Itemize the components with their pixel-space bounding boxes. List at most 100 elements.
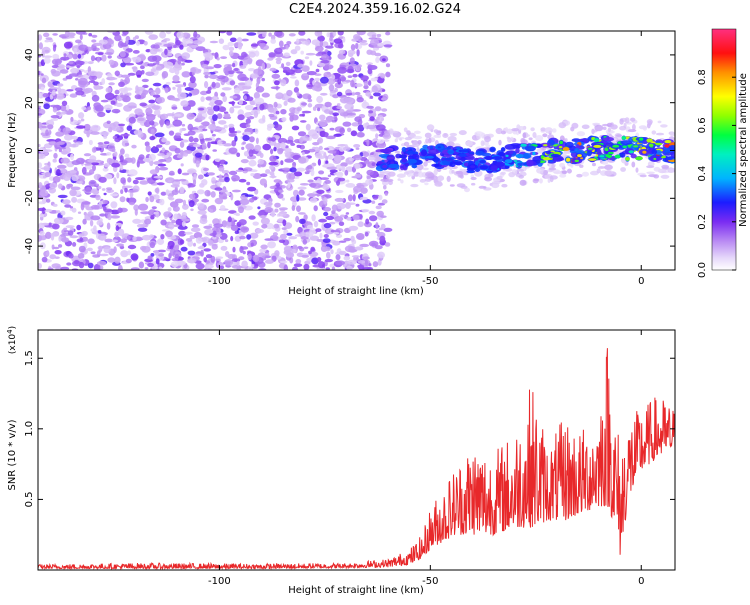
- spectrogram-noise-cell: [200, 96, 205, 102]
- spectrogram-noise-cell: [220, 205, 226, 211]
- spectrogram-noise-cell: [324, 246, 331, 252]
- spectrogram-x-ticks: -100 -50 0: [208, 31, 644, 287]
- spectrogram-noise-cell: [111, 126, 121, 132]
- spectrogram-noise-cell: [308, 250, 312, 255]
- spectrogram-noise-cell: [356, 65, 361, 72]
- spectrogram-noise-cell: [77, 50, 83, 55]
- spectrogram-noise-cell: [259, 248, 267, 253]
- spectrogram-noise-cell: [227, 41, 234, 47]
- spectrogram-noise-cell: [111, 147, 116, 153]
- spectrogram-noise-cell: [115, 102, 123, 107]
- spectrogram-halo-cell: [552, 169, 561, 174]
- spectrogram-noise-cell: [38, 34, 43, 41]
- spectrogram-track-cell: [651, 149, 658, 155]
- spectrogram-noise-cell: [119, 155, 124, 163]
- spectrogram-noise-cell: [310, 169, 315, 177]
- spectrogram-noise-cell: [247, 253, 252, 261]
- spectrogram-noise-cell: [311, 86, 317, 91]
- spectrogram-noise-cell: [309, 60, 313, 66]
- spectrogram-halo-cell: [619, 118, 624, 125]
- spectrogram-noise-cell: [117, 41, 124, 48]
- spectrogram-noise-cell: [128, 116, 136, 124]
- spectrogram-noise-cell: [249, 73, 259, 79]
- spectrogram-noise-cell: [38, 263, 42, 269]
- colorbar-ticks: 0.0 0.2 0.4 0.6 0.8: [697, 69, 736, 278]
- spectrogram-noise-cell: [233, 68, 239, 72]
- spectrogram-noise-cell: [175, 132, 182, 137]
- spectrogram-noise-cell: [375, 229, 380, 234]
- spectrogram-noise-cell: [311, 214, 316, 222]
- spectrogram-noise-cell: [378, 194, 383, 201]
- spectrogram-noise-cell: [313, 205, 318, 212]
- spectrogram-noise-cell: [77, 77, 88, 86]
- spectrogram-track-peak: [466, 156, 474, 159]
- spectrogram-noise-cell: [203, 225, 213, 229]
- spectrogram-noise-cell: [76, 224, 82, 231]
- spectrogram-noise-cell: [74, 87, 83, 92]
- spectrogram-noise-cell: [214, 99, 223, 106]
- spectrogram-noise-cell: [347, 194, 353, 202]
- spectrogram-noise-cell: [254, 144, 262, 152]
- spectrogram-noise-cell: [125, 38, 129, 45]
- spectrogram-noise-cell: [323, 207, 332, 212]
- spectrogram-noise-cell: [172, 86, 176, 90]
- spectrogram-y-tick-label: -40: [24, 238, 35, 254]
- spectrogram-noise-cell: [149, 136, 156, 141]
- spectrogram-noise-cell: [264, 207, 274, 213]
- spectrogram-noise-cell: [294, 45, 301, 51]
- spectrogram-noise-cell: [47, 267, 54, 270]
- spectrogram-noise-cell: [204, 81, 209, 89]
- spectrogram-halo-cell: [590, 170, 599, 176]
- spectrogram-noise-cell: [164, 61, 174, 69]
- spectrogram-noise-cell: [180, 246, 188, 252]
- spectrogram-noise-cell: [354, 91, 361, 96]
- spectrogram-noise-cell: [239, 235, 246, 240]
- spectrogram-noise-cell: [230, 224, 239, 231]
- spectrogram-noise-cell: [47, 124, 54, 130]
- spectrogram-noise-cell: [200, 249, 204, 257]
- spectrogram-noise-cell: [216, 113, 223, 120]
- spectrogram-halo-cell: [517, 126, 525, 131]
- spectrogram-noise-cell: [182, 199, 187, 206]
- spectrogram-noise-cell: [363, 80, 368, 87]
- spectrogram-track-cell: [524, 145, 536, 152]
- spectrogram-noise-cell: [144, 31, 154, 35]
- spectrogram-track-peak: [628, 150, 634, 154]
- spectrogram-noise-cell: [297, 131, 307, 137]
- spectrogram-halo-cell: [549, 176, 554, 183]
- spectrogram-noise-cell: [152, 94, 161, 98]
- spectrogram-noise-cell: [51, 263, 61, 269]
- spectrogram-noise-cell: [45, 37, 53, 40]
- spectrogram-noise-cell: [355, 147, 360, 150]
- spectrogram-noise-cell: [222, 95, 227, 103]
- spectrogram-noise-cell: [284, 152, 290, 158]
- spectrogram-noise-cell: [117, 228, 125, 237]
- spectrogram-noise-cell: [92, 42, 103, 47]
- spectrogram-noise-cell: [163, 43, 173, 47]
- spectrogram-noise-cell: [261, 224, 268, 229]
- spectrogram-noise-cell: [45, 231, 52, 239]
- spectrogram-noise-cell: [106, 151, 112, 156]
- spectrogram-noise-cell: [167, 180, 172, 183]
- spectrogram-noise-cell: [212, 114, 218, 122]
- spectrogram-track-peak: [469, 152, 475, 155]
- spectrogram-track-cell: [442, 149, 450, 155]
- spectrogram-halo-cell: [451, 169, 455, 174]
- spectrogram-noise-cell: [215, 233, 223, 238]
- spectrogram-noise-cell: [68, 60, 74, 65]
- spectrogram-noise-cell: [110, 193, 119, 197]
- spectrogram-noise-cell: [304, 56, 310, 60]
- spectrogram-halo-cell: [596, 168, 601, 174]
- spectrogram-noise-cell: [268, 52, 276, 58]
- spectrogram-noise-cell: [249, 198, 255, 203]
- spectrogram-noise-cell: [199, 218, 208, 225]
- spectrogram-noise-cell: [154, 249, 160, 256]
- spectrogram-noise-cell: [289, 167, 297, 173]
- spectrogram-halo-cell: [428, 137, 432, 144]
- spectrogram-noise-cell: [242, 134, 250, 142]
- spectrogram-noise-cell: [215, 256, 224, 260]
- spectrogram-noise-cell: [270, 210, 276, 218]
- spectrogram-noise-cell: [83, 123, 91, 131]
- spectrogram-noise-cell: [324, 258, 333, 263]
- spectrogram-noise-cell: [330, 249, 334, 255]
